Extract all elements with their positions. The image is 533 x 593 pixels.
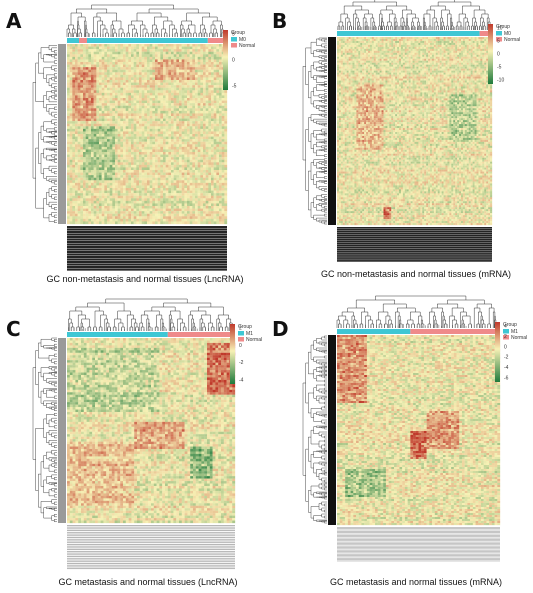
panel-b-row-labels	[328, 37, 336, 225]
colorbar-tick: -4	[504, 365, 509, 371]
panel-b-col-dendrogram	[338, 0, 491, 30]
panel-c-caption: GC metastasis and normal tissues (LncRNA…	[58, 577, 237, 587]
panel-a-group-bar	[67, 38, 227, 43]
panel-b-heatmap	[337, 37, 492, 225]
panel-d-row-dendrogram	[303, 336, 327, 523]
colorbar-tick: 2	[504, 334, 507, 340]
colorbar-tick: 10	[497, 26, 503, 32]
colorbar-tick: -10	[497, 78, 504, 84]
panel-c-group-bar	[67, 332, 235, 337]
panel-a-col-labels	[67, 226, 227, 271]
legend-group-label: Normal	[239, 43, 255, 49]
colorbar-tick: -2	[239, 360, 244, 366]
panel-a-row-dendrogram	[33, 45, 57, 222]
panel-a-letter: A	[6, 9, 22, 33]
legend-group-label: Normal	[246, 337, 262, 343]
colorbar-tick: -6	[504, 376, 509, 382]
colorbar-tick: 5	[232, 32, 235, 38]
panel-d-letter: D	[272, 317, 289, 341]
panel-d-heatmap	[337, 335, 500, 525]
panel-c-col-dendrogram	[68, 299, 233, 331]
colorbar-tick: 4	[504, 324, 507, 330]
panel-c-letter: C	[6, 317, 21, 341]
colorbar-tick: 0	[239, 343, 242, 349]
panel-b-row-dendrogram	[303, 38, 327, 224]
panel-d-row-labels	[328, 335, 336, 525]
panel-c-heatmap	[67, 338, 235, 523]
colorbar-tick: 0	[232, 58, 235, 64]
panel-c-col-labels	[67, 525, 235, 569]
panel-c-row-labels	[58, 338, 66, 523]
panel-d-col-dendrogram	[337, 296, 499, 328]
colorbar-tick: 0	[497, 52, 500, 58]
colorbar-tick: -2	[504, 355, 509, 361]
panel-a-row-labels	[58, 44, 66, 224]
colorbar-tick: 2	[239, 326, 242, 332]
colorbar-tick: 5	[497, 39, 500, 45]
legend-group-label: Normal	[511, 335, 527, 341]
panel-a-heatmap	[67, 44, 227, 224]
panel-a-col-dendrogram	[67, 5, 226, 37]
panel-b-letter: B	[272, 9, 287, 33]
panel-d-group-bar	[337, 329, 500, 334]
colorbar-tick: -5	[497, 65, 502, 71]
panel-d-col-labels	[337, 527, 500, 561]
panel-d-caption: GC metastasis and normal tissues (mRNA)	[330, 577, 502, 587]
colorbar-tick: 0	[504, 344, 507, 350]
panel-b-group-bar	[337, 31, 492, 36]
colorbar-tick: -5	[232, 84, 237, 90]
panel-c-row-dendrogram	[33, 338, 57, 522]
panel-b-caption: GC non-metastasis and normal tissues (mR…	[321, 269, 511, 279]
colorbar-tick: -4	[239, 378, 244, 384]
panel-a-caption: GC non-metastasis and normal tissues (Ln…	[46, 274, 243, 284]
legend-group-label: Normal	[504, 37, 520, 43]
panel-b-col-labels	[337, 227, 492, 262]
